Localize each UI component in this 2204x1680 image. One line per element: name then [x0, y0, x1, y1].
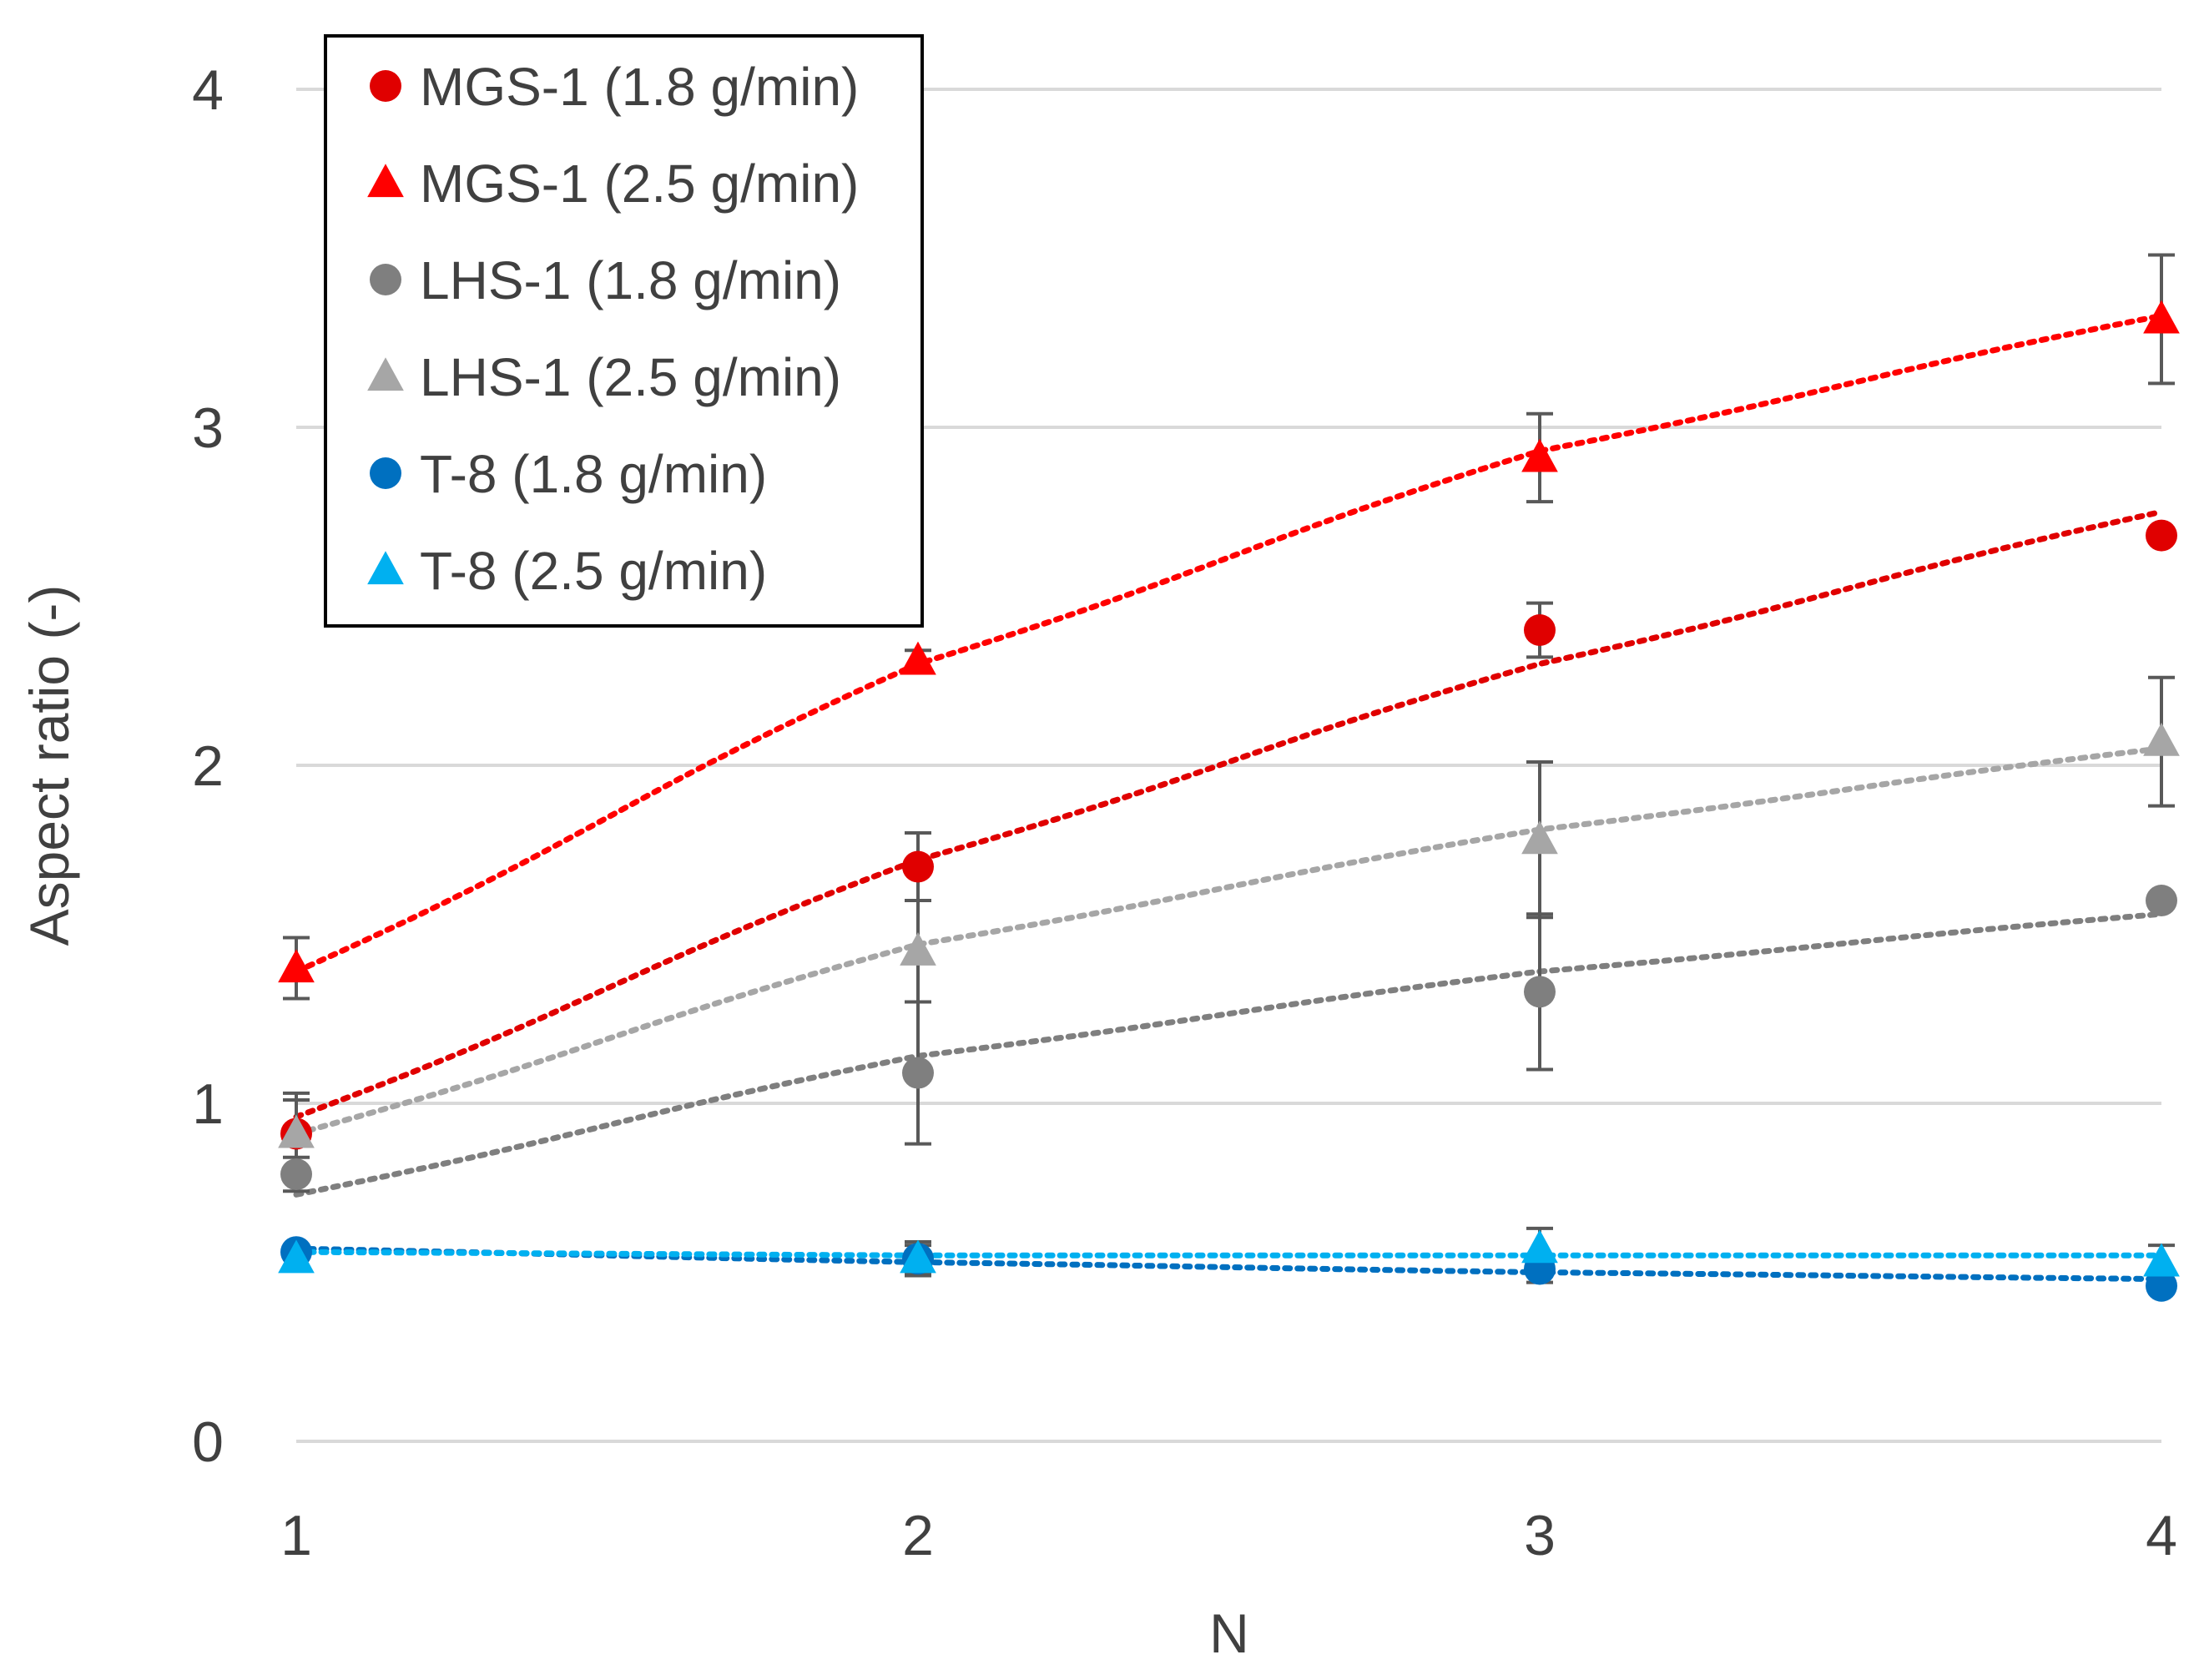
mgs-1-1-8-g-min-point: [2146, 519, 2177, 552]
lhs-1-2-5-g-min-trendline: [293, 745, 2165, 1137]
t-8-2-5-g-min-trendline: [293, 1249, 2165, 1259]
legend-marker-lhs-1-1-8-g-min: [370, 264, 401, 295]
lhs-1-1-8-g-min-point: [1524, 976, 1556, 1008]
x-tick-label: 1: [280, 1504, 312, 1567]
t-8-2-5-g-min-point: [900, 1239, 936, 1274]
lhs-1-2-5-g-min-point: [278, 1114, 315, 1148]
lhs-1-1-8-g-min-trendline: [293, 911, 2165, 1198]
mgs-1-1-8-g-min-point: [902, 850, 934, 883]
mgs-1-2-5-g-min-point: [278, 949, 315, 983]
lhs-1-2-5-g-min-point: [2143, 722, 2180, 756]
trendlines: [293, 312, 2165, 1283]
mgs-1-1-8-g-min-point: [1524, 614, 1556, 646]
legend-label: LHS-1 (1.8 g/min): [420, 250, 841, 310]
legend-marker-t-8-2-5-g-min: [367, 551, 404, 585]
t-8-1-8-g-min-point: [2146, 1269, 2177, 1302]
t-8-2-5-g-min-point: [1521, 1229, 1558, 1264]
lhs-1-2-5-g-min-point: [900, 931, 936, 966]
mgs-1-2-5-g-min-point: [2143, 300, 2180, 334]
x-tick-label: 4: [2146, 1504, 2177, 1567]
data-markers: [278, 300, 2180, 1302]
legend-box: [324, 34, 924, 628]
x-tick-label: 3: [1524, 1504, 1556, 1567]
y-tick-label: 0: [192, 1410, 224, 1474]
legend-label: T-8 (2.5 g/min): [420, 541, 767, 601]
t-8-2-5-g-min-point: [2143, 1243, 2180, 1277]
y-tick-label: 2: [192, 734, 224, 798]
legend-marker-lhs-1-2-5-g-min: [367, 357, 404, 391]
legend-label: MGS-1 (2.5 g/min): [420, 154, 859, 214]
lhs-1-2-5-g-min-point: [1521, 820, 1558, 855]
lhs-1-1-8-g-min-point: [2146, 885, 2177, 916]
y-tick-label: 4: [192, 58, 224, 122]
mgs-1-2-5-g-min-point: [900, 641, 936, 675]
x-axis-title: N: [1209, 1602, 1249, 1664]
legend-label: T-8 (1.8 g/min): [420, 444, 767, 504]
x-tick-label: 2: [902, 1504, 934, 1567]
lhs-1-1-8-g-min-point: [280, 1158, 312, 1191]
legend-marker-mgs-1-1-8-g-min: [370, 70, 401, 102]
legend: MGS-1 (1.8 g/min) MGS-1 (2.5 g/min) LHS-1 …: [324, 34, 924, 628]
mgs-1-2-5-g-min-trendline: [293, 312, 2165, 975]
mgs-1-1-8-g-min-trendline: [293, 508, 2165, 1120]
y-tick-label: 1: [192, 1072, 224, 1136]
y-axis-title: Aspect ratio (-): [18, 585, 80, 946]
legend-marker-mgs-1-2-5-g-min: [367, 164, 404, 198]
legend-label: MGS-1 (1.8 g/min): [420, 57, 859, 117]
t-8-2-5-g-min-point: [278, 1239, 315, 1274]
mgs-1-2-5-g-min-point: [1521, 438, 1558, 472]
y-tick-label: 3: [192, 396, 224, 460]
legend-label: LHS-1 (2.5 g/min): [420, 347, 841, 407]
legend-marker-t-8-1-8-g-min: [370, 457, 401, 489]
lhs-1-1-8-g-min-point: [902, 1057, 934, 1089]
